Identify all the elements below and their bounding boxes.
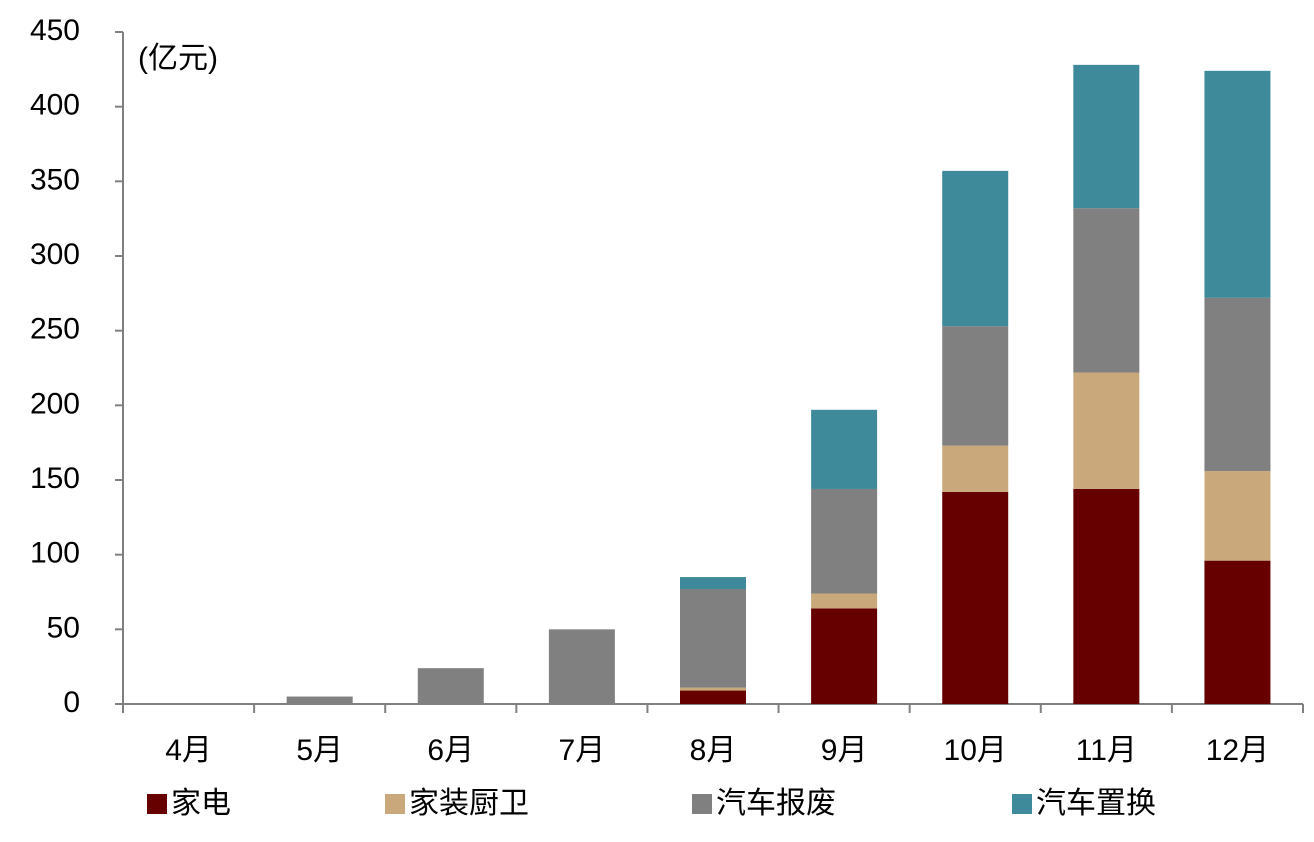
x-tick-label: 11月	[1076, 734, 1137, 767]
bar-segment	[286, 696, 353, 704]
y-tick-label: 350	[30, 163, 80, 196]
y-tick-label: 400	[30, 89, 80, 122]
legend-label: 家电	[171, 787, 231, 820]
x-tick-label: 9月	[821, 734, 868, 767]
bar-segment	[942, 445, 1009, 492]
bar-segment	[942, 170, 1009, 327]
bar-segment	[1204, 560, 1271, 704]
bar-segment	[811, 409, 878, 489]
bar-segment	[1204, 297, 1271, 472]
bar-segment	[680, 690, 746, 704]
legend-swatch	[147, 794, 167, 814]
y-tick-label: 300	[30, 238, 80, 271]
x-tick-label: 4月	[165, 734, 212, 767]
x-tick-label: 12月	[1206, 734, 1269, 767]
legend-swatch	[692, 794, 712, 814]
y-tick-label: 200	[30, 387, 80, 420]
bar-segment	[1073, 208, 1140, 373]
legend-swatch	[385, 794, 405, 814]
bar-segment	[811, 608, 878, 704]
bar-segment	[811, 488, 878, 594]
bar-segment	[811, 593, 878, 609]
y-tick-label: 100	[30, 537, 80, 570]
y-tick-label: 0	[63, 686, 80, 719]
legend-label: 家装厨卫	[409, 787, 529, 820]
bar-segment	[680, 687, 746, 691]
x-tick-label: 8月	[690, 734, 737, 767]
y-tick-label: 150	[30, 462, 80, 495]
bar-segment	[942, 491, 1009, 704]
bar-segment	[417, 668, 484, 704]
y-tick-label: 250	[30, 313, 80, 346]
legend-label: 汽车置换	[1036, 787, 1156, 820]
bar-segment	[1073, 488, 1140, 704]
bar-segment	[680, 577, 746, 590]
legend-swatch	[1012, 794, 1032, 814]
bar-segment	[1204, 471, 1271, 561]
bar-segment	[1073, 372, 1140, 489]
x-tick-label: 7月	[559, 734, 606, 767]
bar-segment	[942, 326, 1009, 446]
bar-segment	[680, 589, 746, 688]
unit-label: (亿元)	[138, 42, 218, 75]
y-tick-label: 50	[47, 611, 80, 644]
bar-segment	[548, 629, 615, 704]
x-tick-label: 10月	[944, 734, 1007, 767]
x-tick-label: 6月	[427, 734, 474, 767]
y-tick-label: 450	[30, 14, 80, 47]
bar-segment	[1073, 64, 1140, 209]
x-tick-label: 5月	[296, 734, 343, 767]
legend-label: 汽车报废	[716, 787, 836, 820]
bar-segment	[1204, 70, 1271, 298]
